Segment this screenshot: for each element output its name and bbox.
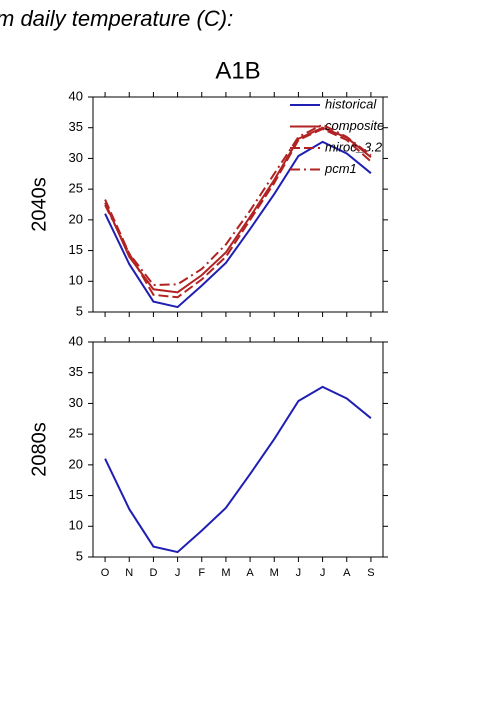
series-line [104,127,372,299]
y-tick-label: 10 [69,273,83,288]
y-tick-label: 20 [69,211,83,226]
x-tick-label: A [343,567,351,579]
x-tick-label: J [175,567,181,579]
legend-label: historical [325,96,377,111]
y-tick-label: 40 [69,88,83,103]
legend-label: composite [325,118,384,133]
y-axis-label: 2040s [28,177,50,232]
plot-frame [92,341,384,558]
panel-title: A1B [215,57,260,84]
x-tick-label: N [125,567,133,579]
legend-label: miroc_3.2 [325,139,383,154]
x-tick-label: J [320,567,326,579]
x-tick-label: M [270,567,279,579]
y-tick-label: 25 [69,181,83,196]
series-line [104,385,372,554]
y-tick-label: 10 [69,518,83,533]
y-tick-label: 15 [69,487,83,502]
caption: m daily temperature (C): [0,6,233,31]
x-tick-label: S [367,567,374,579]
y-tick-label: 35 [69,364,83,379]
y-tick-label: 40 [69,333,83,348]
x-tick-label: O [101,567,110,579]
y-tick-label: 5 [76,303,83,318]
y-tick-label: 35 [69,119,83,134]
x-tick-label: D [149,567,157,579]
y-tick-label: 25 [69,426,83,441]
y-tick-label: 15 [69,242,83,257]
y-tick-label: 5 [76,548,83,563]
legend-label: pcm1 [324,161,357,176]
plot-frame [92,96,384,313]
series-line [104,123,372,286]
x-tick-label: F [198,567,205,579]
series-line [104,126,372,294]
series-line [104,140,372,309]
y-tick-label: 20 [69,456,83,471]
y-tick-label: 30 [69,395,83,410]
x-tick-label: A [246,567,254,579]
y-axis-label: 2080s [28,422,50,477]
y-tick-label: 30 [69,150,83,165]
x-tick-label: J [296,567,302,579]
x-tick-label: M [221,567,230,579]
